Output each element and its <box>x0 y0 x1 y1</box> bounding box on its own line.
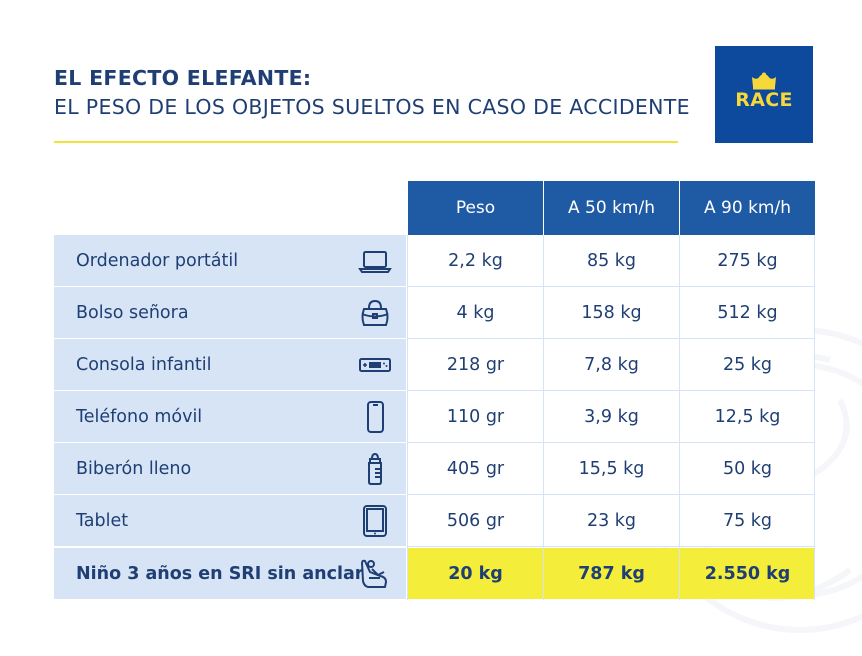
cell-peso: 506 gr <box>408 495 543 546</box>
column-divider <box>407 235 408 600</box>
cell-90kmh: 2.550 kg <box>680 548 815 599</box>
row-label-text: Biberón lleno <box>76 458 192 479</box>
row-divider <box>408 546 814 547</box>
table-row: Consola infantil 218 gr 7,8 kg 25 kg <box>54 339 815 391</box>
cell-peso: 4 kg <box>408 287 543 338</box>
table-row-highlight: Niño 3 años en SRI sin anclar 20 kg 787 … <box>54 548 815 600</box>
row-label-text: Consola infantil <box>76 354 212 375</box>
cell-50kmh: 15,5 kg <box>544 443 679 494</box>
game-console-icon <box>359 358 391 372</box>
cell-90kmh: 50 kg <box>680 443 815 494</box>
row-label: Niño 3 años en SRI sin anclar <box>54 548 406 599</box>
crown-icon <box>752 72 776 90</box>
cell-90kmh: 12,5 kg <box>680 391 815 442</box>
table-row: Biberón lleno 405 gr 15,5 kg 50 kg <box>54 443 815 495</box>
table-row: Teléfono móvil 110 gr 3,9 kg 12,5 kg <box>54 391 815 443</box>
row-label: Bolso señora <box>54 287 406 338</box>
table-row: Bolso señora 4 kg 158 kg 512 kg <box>54 287 815 339</box>
column-header-50kmh: A 50 km/h <box>544 181 679 235</box>
child-seat-icon <box>361 559 387 588</box>
cell-peso: 405 gr <box>408 443 543 494</box>
column-header-90kmh: A 90 km/h <box>680 181 815 235</box>
page-title: EL EFECTO ELEFANTE: <box>54 66 312 90</box>
cell-peso: 110 gr <box>408 391 543 442</box>
cell-50kmh: 158 kg <box>544 287 679 338</box>
mobile-phone-icon <box>367 401 384 433</box>
column-divider <box>814 235 815 600</box>
handbag-icon <box>361 299 389 326</box>
row-divider <box>408 442 814 443</box>
cell-50kmh: 3,9 kg <box>544 391 679 442</box>
row-label: Ordenador portátil <box>54 235 406 286</box>
row-label: Biberón lleno <box>54 443 406 494</box>
cell-peso: 218 gr <box>408 339 543 390</box>
row-divider <box>408 286 814 287</box>
cell-90kmh: 25 kg <box>680 339 815 390</box>
cell-50kmh: 23 kg <box>544 495 679 546</box>
title-divider <box>54 141 678 143</box>
cell-50kmh: 787 kg <box>544 548 679 599</box>
row-divider <box>408 390 814 391</box>
column-divider <box>543 235 544 600</box>
table-row: Ordenador portátil 2,2 kg 85 kg 275 kg <box>54 235 815 287</box>
table-row: Tablet 506 gr 23 kg 75 kg <box>54 495 815 547</box>
page-subtitle: EL PESO DE LOS OBJETOS SUELTOS EN CASO D… <box>54 95 690 119</box>
row-label: Tablet <box>54 495 406 546</box>
cell-90kmh: 75 kg <box>680 495 815 546</box>
row-label-text: Teléfono móvil <box>76 406 203 427</box>
column-divider <box>679 235 680 600</box>
row-label-text: Tablet <box>76 510 129 531</box>
cell-peso: 20 kg <box>408 548 543 599</box>
cell-50kmh: 85 kg <box>544 235 679 286</box>
row-label: Consola infantil <box>54 339 406 390</box>
row-label: Teléfono móvil <box>54 391 406 442</box>
logo-text: RACE <box>735 89 793 111</box>
row-label-text: Bolso señora <box>76 302 189 323</box>
cell-50kmh: 7,8 kg <box>544 339 679 390</box>
baby-bottle-icon <box>368 453 382 485</box>
cell-90kmh: 512 kg <box>680 287 815 338</box>
row-divider <box>408 494 814 495</box>
row-label-text: Niño 3 años en SRI sin anclar <box>76 563 364 584</box>
row-label-text: Ordenador portátil <box>76 250 239 271</box>
cell-peso: 2,2 kg <box>408 235 543 286</box>
row-divider <box>408 338 814 339</box>
tablet-icon <box>363 505 387 537</box>
laptop-icon <box>358 251 392 273</box>
column-header-peso: Peso <box>408 181 543 235</box>
race-logo: RACE <box>715 46 813 143</box>
cell-90kmh: 275 kg <box>680 235 815 286</box>
